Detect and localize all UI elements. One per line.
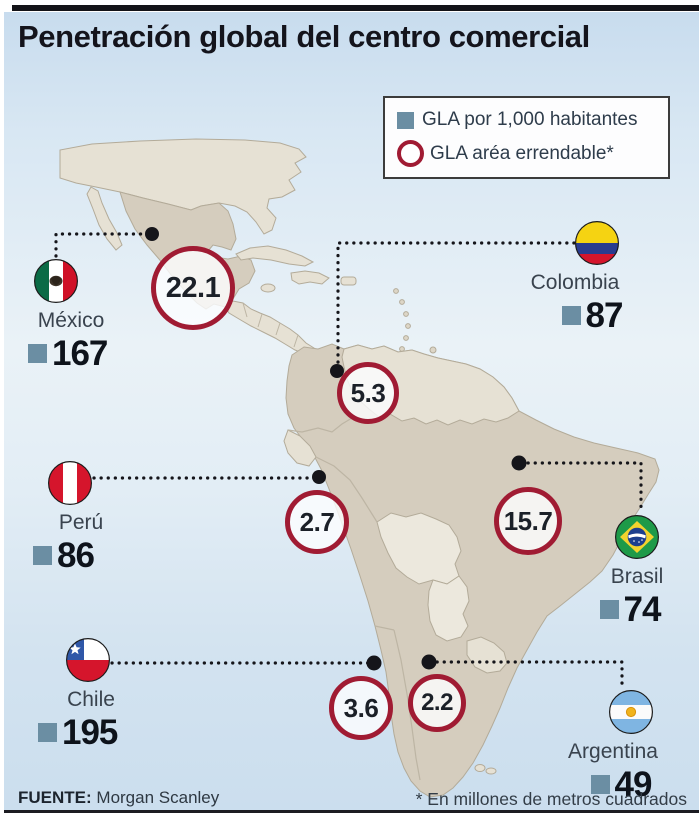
baja-california [86,186,123,251]
gla-square-icon [590,775,610,794]
bottom-rule [4,810,699,813]
map-dot-argentina [421,654,437,670]
paraguay [427,575,470,642]
connector-mexico [54,232,152,258]
gla-square-icon [33,546,52,565]
source-value: Morgan Scanley [96,788,220,807]
legend-label: GLA aréa errendable* [430,142,614,164]
country-callout-mexico: México 167 [0,259,121,371]
country-callout-chile: Chile 195 [23,638,153,750]
top-rule [12,5,699,11]
connector-brazil [519,461,643,511]
gla-area-ring-chile: 3.6 [329,676,393,740]
gla-square-icon [28,344,47,363]
falkland-islands [474,764,486,772]
page-title: Penetración global del centro comercial [18,19,590,54]
country-name: Chile [67,688,115,711]
inner-borders [287,417,421,781]
country-name: Argentina [568,740,658,763]
gla-area-ring-argentina: 2.2 [408,674,466,732]
argentina-flag-icon [609,690,653,734]
map-dot-mexico [145,227,159,241]
map-dot-colombia [330,364,344,378]
country-name: Perú [58,511,104,534]
falkland-islands-2 [485,767,497,775]
gla-area-ring-mexico: 22.1 [151,246,235,330]
gla-square-icon [599,600,619,619]
footnote: * En millones de metros cuadrados [415,789,687,809]
ecuador [283,429,317,467]
gla-area-ring-peru: 2.7 [285,490,349,554]
legend-item-gla-per-1000: GLA por 1,000 habitantes [397,109,656,131]
ring-value: 22.1 [165,271,221,304]
country-callout-peru: Perú 86 [5,461,135,573]
country-value: 86 [33,536,95,575]
legend-box: GLA por 1,000 habitantes GLA aréa errend… [383,96,670,179]
gla-square-icon [397,111,414,129]
puerto-rico-island [340,276,357,286]
gla-per-1000-value: 167 [52,334,108,373]
source-line: FUENTE: Morgan Scanley [18,788,219,808]
ring-value: 2.2 [421,689,453,716]
country-value: 195 [38,713,118,752]
hispaniola-island [290,270,330,285]
peru-flag-icon [48,461,92,505]
brazil-flag-icon [615,515,659,559]
country-value: 49 [590,765,653,804]
legend-label: GLA por 1,000 habitantes [422,109,638,130]
ring-value: 5.3 [350,377,386,408]
source-label: FUENTE: [18,788,92,807]
gla-per-1000-value: 86 [57,536,95,575]
ring-value: 2.7 [299,506,335,537]
gla-area-ring-brazil: 15.7 [494,487,562,555]
country-callout-colombia: Colombia 87 [530,221,662,335]
mexico-flag-icon [34,259,78,303]
ring-value: 15.7 [503,505,553,536]
country-callout-brazil: Brasil 74 [575,515,699,627]
legend-item-gla-area: GLA aréa errendable* [397,140,656,167]
gla-area-ring-colombia: 5.3 [337,362,399,424]
map-dot-brazil [511,455,527,471]
central-america-borders [242,302,299,348]
map-dot-chile [366,655,382,671]
gla-per-1000-value: 74 [623,590,662,629]
gla-per-1000-value: 195 [62,713,118,752]
gla-square-icon [561,306,581,325]
connector-colombia [336,241,576,370]
country-name: Brasil [610,565,664,588]
bolivia [376,512,462,585]
gla-per-1000-value: 49 [614,765,653,804]
lesser-antilles [393,288,437,354]
gla-per-1000-value: 87 [585,296,624,335]
chile-flag-icon [66,638,110,682]
country-value: 87 [561,296,624,335]
connector-argentina [428,660,624,688]
country-value: 74 [599,590,662,629]
country-value: 167 [28,334,108,373]
map-dot-peru [312,470,326,484]
cuba-island [235,245,315,267]
country-name: Colombia [530,271,620,294]
country-name: México [37,309,105,332]
uruguay [466,636,508,674]
country-callout-argentina: Argentina 49 [566,690,696,802]
gla-square-icon [38,723,57,742]
colombia-flag-icon [575,221,619,265]
jamaica-island [260,283,276,293]
ring-value: 3.6 [343,692,379,723]
gla-ring-icon [397,140,424,167]
